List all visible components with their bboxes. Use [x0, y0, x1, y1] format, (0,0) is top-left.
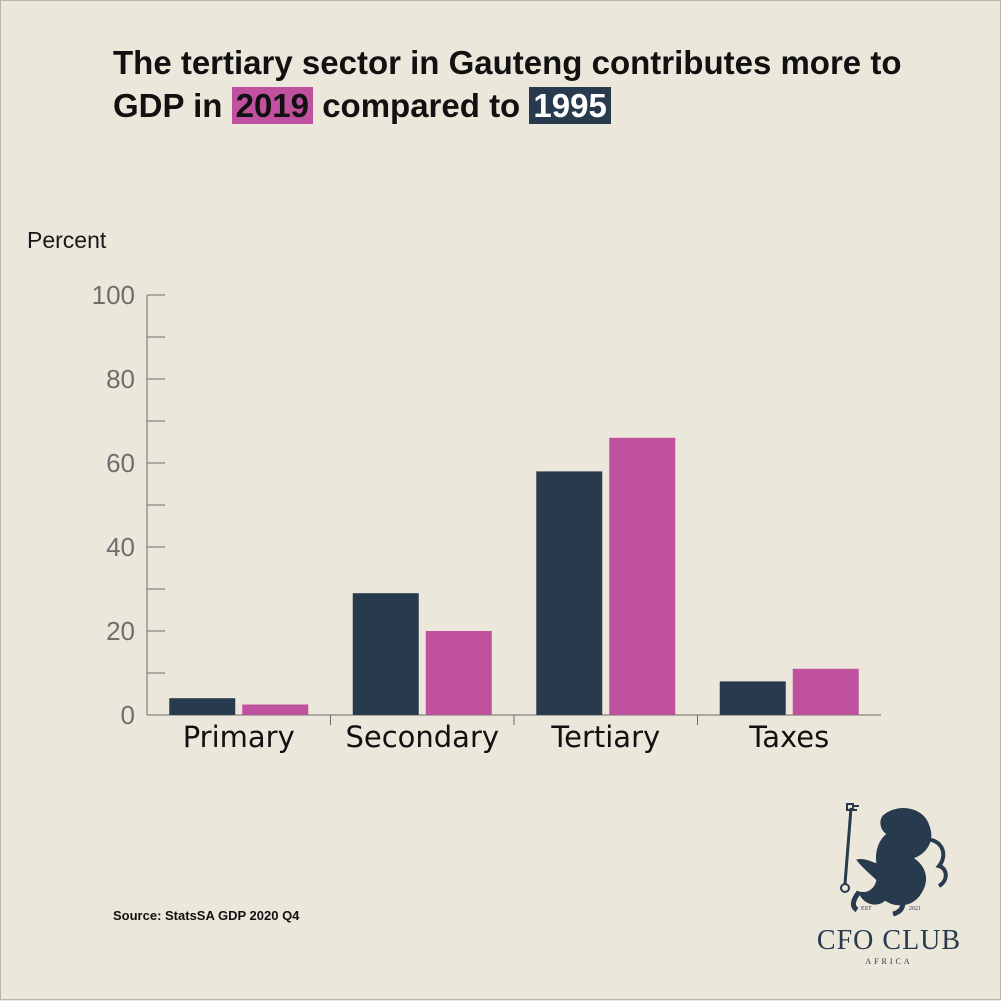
- logo-est-year: 2021: [909, 906, 921, 912]
- title-part-2: compared to: [322, 87, 521, 124]
- y-tick-label: 100: [92, 280, 135, 310]
- y-axis-label: Percent: [27, 227, 107, 253]
- bar-2019-primary: [242, 704, 309, 715]
- bar-1995-tertiary: [536, 471, 603, 715]
- x-tick-label: Primary: [183, 720, 295, 754]
- bar-1995-taxes: [719, 681, 786, 715]
- source-note: Source: StatsSA GDP 2020 Q4: [113, 908, 300, 923]
- logo-est-label: EST: [861, 906, 872, 912]
- logo-subtitle: AFRICA: [865, 957, 913, 966]
- y-tick-label: 20: [106, 616, 135, 646]
- logo-est: EST 2021: [861, 906, 921, 912]
- year-2019-highlight: 2019: [231, 87, 314, 124]
- bar-2019-secondary: [425, 631, 492, 715]
- bar-2019-taxes: [792, 668, 859, 715]
- x-tick-label: Taxes: [748, 720, 829, 754]
- y-tick-label: 0: [121, 700, 135, 730]
- y-tick-label: 40: [106, 532, 135, 562]
- logo-name: CFO CLUB: [816, 925, 962, 956]
- x-tick-label: Tertiary: [550, 720, 660, 754]
- bar-1995-primary: [169, 698, 236, 715]
- year-1995-highlight: 1995: [529, 87, 611, 124]
- title-part-1: The tertiary sector in Gauteng contribut…: [113, 44, 902, 124]
- bar-2019-tertiary: [609, 437, 676, 715]
- lion-rampant-icon: [840, 803, 948, 917]
- y-tick-label: 80: [106, 364, 135, 394]
- y-tick-label: 60: [106, 448, 135, 478]
- x-tick-label: Secondary: [345, 720, 499, 754]
- bar-1995-secondary: [352, 593, 419, 715]
- chart-title: The tertiary sector in Gauteng contribut…: [113, 41, 933, 127]
